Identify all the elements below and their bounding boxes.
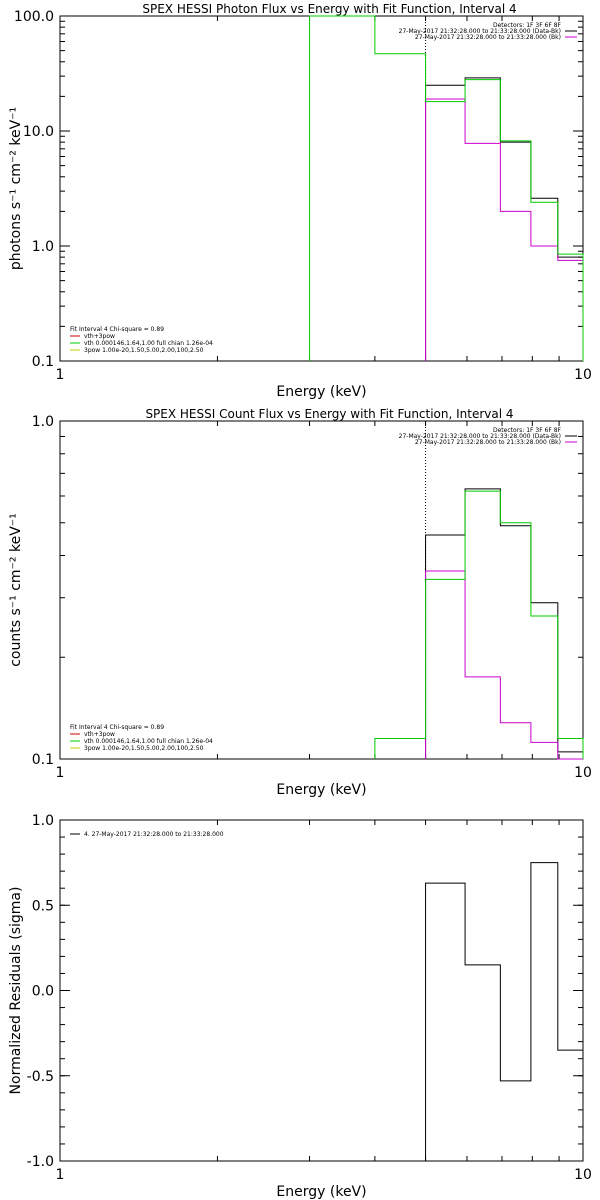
y-tick-label: 1.0 [32,414,54,430]
legend-left-text: vth 0.000146,1.64,1.00 full chian 1.26e-… [84,340,213,347]
legend-right-text: 27-May-2017 21:32:28.000 to 21:33:28.000… [399,28,561,35]
series-line-1 [425,570,583,760]
y-tick-label: 0.1 [32,354,54,370]
x-tick-label: 10 [574,367,592,383]
legend-left-text: 3pow 1.00e-20,1.50,5.00,2.00,100,2.50 [84,745,204,752]
series-line-0 [425,488,584,759]
legend-left-text: vth 0.000146,1.64,1.00 full chian 1.26e-… [84,738,213,745]
series-line-2 [374,490,584,759]
legend-left-text: Fit Interval 4 Chi-square = 0.89 [70,326,164,333]
y-tick-label: 0.5 [32,898,54,914]
plot-frame [59,819,584,1162]
y-tick-label: 10.0 [23,124,54,140]
y-tick-label: -1.0 [27,1154,54,1170]
chart-title: SPEX HESSI Count Flux vs Energy with Fit… [145,407,513,421]
x-axis-label: Energy (keV) [276,782,366,798]
y-tick-label: 100.0 [14,9,54,25]
y-tick-label: 0.0 [32,984,54,1000]
series-line-1 [425,98,584,361]
series-line-0 [425,77,584,361]
x-tick-label: 1 [56,367,65,383]
legend-right-text: 27-May-2017 21:32:28.000 to 21:33:28.000… [399,433,561,440]
plot-frame [59,15,584,362]
legend-left-text: 3pow 1.00e-20,1.50,5.00,2.00,100,2.50 [84,347,204,354]
legend-right-text: 27-May-2017 21:32:28.000 to 21:33:28.000… [415,34,561,41]
legend-left-text: vth+3pow [84,731,115,738]
x-tick-label: 1 [56,1167,65,1183]
panel-count: 0.1 1.0 1 10 SPEX HESSI Count Flux vs Energy… [8,407,592,798]
series-line-0 [425,862,584,1161]
legend-left-text: vth+3pow [84,333,115,340]
legend-right-text: 27-May-2017 21:32:28.000 to 21:33:28.000… [415,439,561,446]
panel-resid: -1.0 -0.5 0.0 0.5 1.0 1 10 Energy (keV) Normaliz… [8,813,592,1200]
legend-right-text: Detectors: 1F 3F 6F 8F [493,22,562,29]
y-axis-label: photons s⁻¹ cm⁻² keV⁻¹ [8,107,24,270]
legend-right-text: Detectors: 1F 3F 6F 8F [493,427,562,434]
y-tick-label: 1.0 [32,239,54,255]
series-line-2 [309,15,584,361]
x-tick-label: 10 [574,1167,592,1183]
x-tick-label: 1 [56,765,65,781]
chart-title: SPEX HESSI Photon Flux vs Energy with Fi… [142,2,516,16]
y-axis-label: counts s⁻¹ cm⁻² keV⁻¹ [8,513,24,667]
x-tick-label: 10 [574,765,592,781]
legend-left-text: Fit Interval 4 Chi-square = 0.89 [70,724,164,731]
y-tick-label: -0.5 [27,1069,54,1085]
y-axis-label: Normalized Residuals (sigma) [8,887,24,1095]
y-tick-label: 0.1 [32,752,54,768]
legend-left-text: 4. 27-May-2017 21:32:28.000 to 21:33:28.… [84,831,224,838]
x-axis-label: Energy (keV) [276,384,366,400]
panel-photon: 0.1 1.0 10.0 100.0 1 10 SPEX HESSI Photon Flux… [8,2,592,400]
plot-frame [59,420,584,760]
x-axis-label: Energy (keV) [276,1184,366,1200]
y-tick-label: 1.0 [32,813,54,829]
